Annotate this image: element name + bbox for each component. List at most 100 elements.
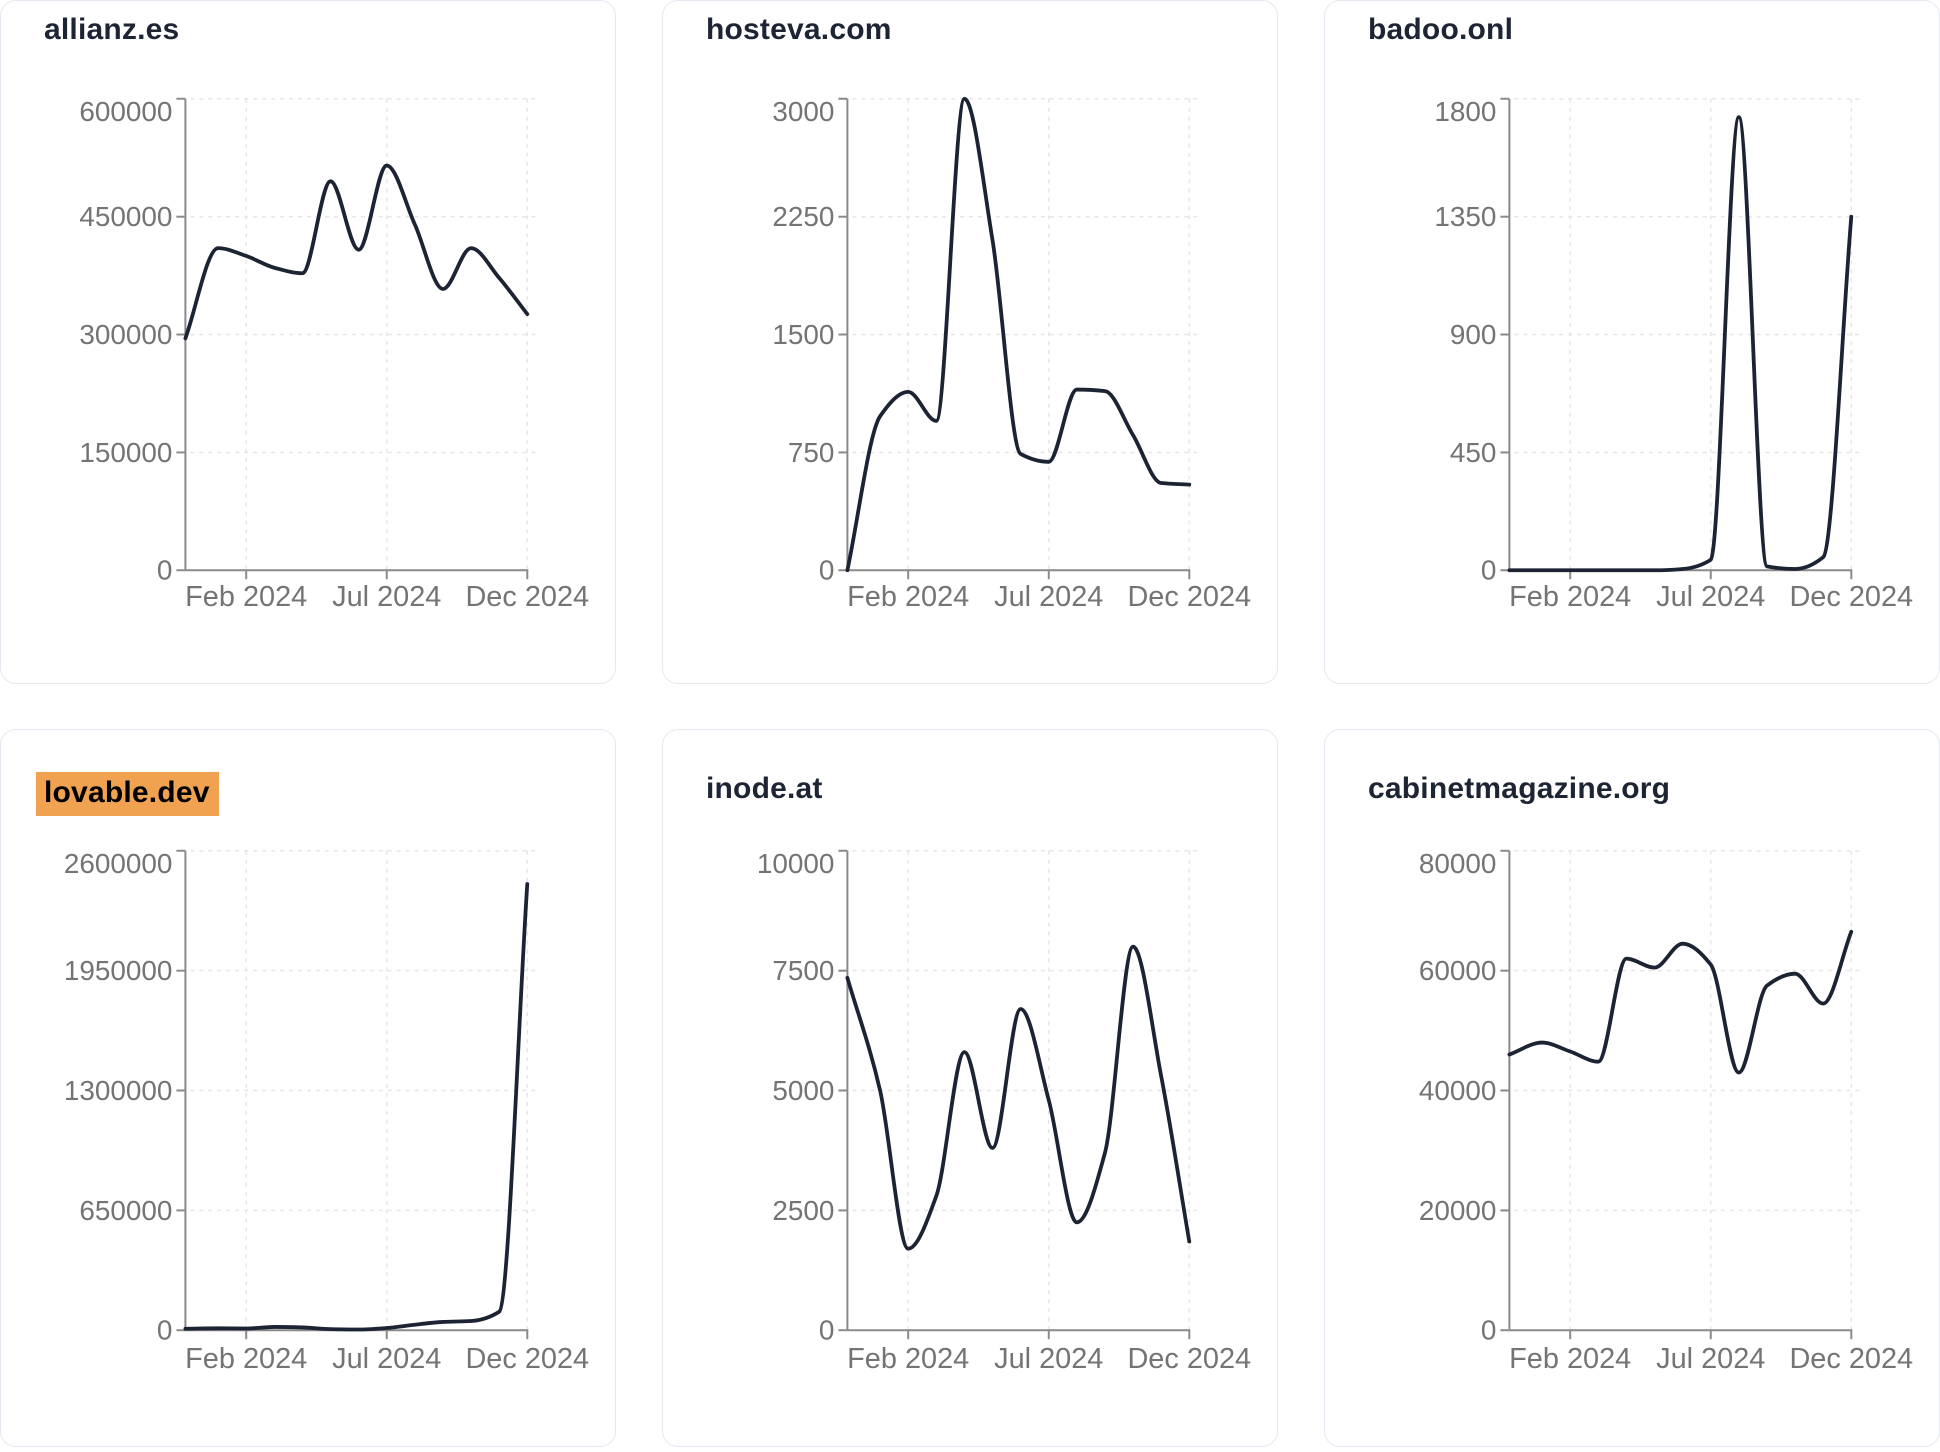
y-tick-label: 20000 bbox=[1419, 1195, 1497, 1226]
y-tick-label: 900 bbox=[1450, 319, 1497, 350]
x-tick-label: Feb 2024 bbox=[1509, 1343, 1631, 1375]
line-chart-lovable-dev: 0 650000 1300000 1950000 2600000 Feb 2024 Jul … bbox=[64, 848, 589, 1375]
trend-line bbox=[183, 163, 530, 341]
trend-line bbox=[1507, 115, 1854, 573]
x-tick-label: Dec 2024 bbox=[1127, 581, 1251, 613]
axes bbox=[1500, 97, 1853, 580]
x-axis-labels: Feb 2024 Jul 2024 Dec 2024 bbox=[1509, 581, 1913, 613]
chart-title-text: hosteva.com bbox=[706, 13, 892, 46]
y-tick-label: 0 bbox=[819, 1315, 835, 1346]
chart-title: inode.at bbox=[706, 772, 823, 806]
x-tick-label: Jul 2024 bbox=[332, 1343, 441, 1375]
y-tick-label: 40000 bbox=[1419, 1075, 1497, 1106]
y-tick-label: 450 bbox=[1450, 437, 1497, 468]
x-tick-label: Feb 2024 bbox=[1509, 581, 1631, 613]
axes bbox=[838, 97, 1191, 580]
y-tick-label: 2600000 bbox=[64, 848, 173, 879]
chart-card-inode-at: inode.at 0 2500 5000 7500 10000 Feb 2024 Jul 2… bbox=[662, 729, 1278, 1447]
chart-title-text: inode.at bbox=[706, 772, 823, 805]
x-tick-label: Dec 2024 bbox=[1789, 581, 1913, 613]
gridlines bbox=[190, 98, 537, 571]
y-tick-label: 0 bbox=[1481, 555, 1497, 586]
trend-line bbox=[845, 944, 1192, 1251]
line-chart-inode-at: 0 2500 5000 7500 10000 Feb 2024 Jul 2024 Dec 20… bbox=[757, 848, 1251, 1375]
x-axis-labels: Feb 2024 Jul 2024 Dec 2024 bbox=[185, 1343, 589, 1375]
y-axis-labels: 0 20000 40000 60000 80000 bbox=[1419, 848, 1497, 1345]
y-axis-labels: 0 750 1500 2250 3000 bbox=[772, 96, 834, 586]
chart-title-text: badoo.onl bbox=[1368, 13, 1514, 46]
y-tick-label: 7500 bbox=[772, 955, 834, 986]
chart-title: cabinetmagazine.org bbox=[1368, 772, 1670, 806]
y-tick-label: 10000 bbox=[757, 848, 835, 879]
trend-line bbox=[183, 882, 530, 1332]
x-axis-labels: Feb 2024 Jul 2024 Dec 2024 bbox=[847, 1343, 1251, 1375]
y-tick-label: 750 bbox=[788, 437, 835, 468]
line-chart-hosteva-com: 0 750 1500 2250 3000 Feb 2024 Jul 2024 Dec 2024 bbox=[772, 96, 1251, 613]
x-tick-label: Dec 2024 bbox=[1127, 1343, 1251, 1375]
y-tick-label: 1300000 bbox=[64, 1075, 173, 1106]
axes bbox=[176, 849, 529, 1340]
y-tick-label: 60000 bbox=[1419, 955, 1497, 986]
chart-title: badoo.onl bbox=[1368, 13, 1513, 47]
y-tick-label: 0 bbox=[157, 1315, 173, 1346]
y-axis-labels: 0 450 900 1350 1800 bbox=[1434, 96, 1496, 586]
y-tick-label: 300000 bbox=[79, 319, 172, 350]
y-tick-label: 0 bbox=[819, 555, 835, 586]
chart-card-allianz-es: allianz.es 0 150000 300000 450000 600000 Feb … bbox=[0, 0, 616, 684]
y-tick-label: 5000 bbox=[772, 1075, 834, 1106]
y-tick-label: 1350 bbox=[1434, 201, 1496, 232]
y-axis-labels: 0 2500 5000 7500 10000 bbox=[757, 848, 835, 1345]
y-axis-labels: 0 650000 1300000 1950000 2600000 bbox=[64, 848, 173, 1345]
y-tick-label: 650000 bbox=[79, 1195, 172, 1226]
trend-line bbox=[845, 96, 1192, 573]
x-tick-label: Dec 2024 bbox=[465, 581, 589, 613]
chart-card-badoo-onl: badoo.onl 0 450 900 1350 1800 Feb 2024 Jul 202… bbox=[1324, 0, 1940, 684]
chart-card-cabinetmagazine-org: cabinetmagazine.org 0 20000 40000 60000 8000… bbox=[1324, 729, 1940, 1447]
axes bbox=[176, 97, 529, 580]
gridlines bbox=[1514, 850, 1861, 1331]
x-tick-label: Jul 2024 bbox=[1656, 1343, 1765, 1375]
y-tick-label: 2250 bbox=[772, 201, 834, 232]
chart-title: allianz.es bbox=[44, 13, 179, 47]
y-tick-label: 2500 bbox=[772, 1195, 834, 1226]
axes bbox=[838, 849, 1191, 1340]
x-tick-label: Jul 2024 bbox=[1656, 581, 1765, 613]
chart-title-text: cabinetmagazine.org bbox=[1368, 772, 1671, 805]
y-tick-label: 0 bbox=[1481, 1315, 1497, 1346]
chart-title-text: allianz.es bbox=[44, 13, 180, 46]
x-axis-labels: Feb 2024 Jul 2024 Dec 2024 bbox=[847, 581, 1251, 613]
chart-card-lovable-dev: lovable.dev 0 650000 1300000 1950000 2600000… bbox=[0, 729, 616, 1447]
x-tick-label: Dec 2024 bbox=[465, 1343, 589, 1375]
y-tick-label: 150000 bbox=[79, 437, 172, 468]
gridlines bbox=[852, 850, 1199, 1331]
y-tick-label: 450000 bbox=[79, 201, 172, 232]
x-axis-labels: Feb 2024 Jul 2024 Dec 2024 bbox=[185, 581, 589, 613]
x-tick-label: Feb 2024 bbox=[847, 581, 969, 613]
y-tick-label: 80000 bbox=[1419, 848, 1497, 879]
axes bbox=[1500, 849, 1853, 1340]
y-axis-labels: 0 150000 300000 450000 600000 bbox=[79, 96, 172, 586]
y-tick-label: 1800 bbox=[1434, 96, 1496, 127]
chart-card-hosteva-com: hosteva.com 0 750 1500 2250 3000 Feb 2024 Jul … bbox=[662, 0, 1278, 684]
gridlines bbox=[852, 98, 1199, 571]
y-tick-label: 3000 bbox=[772, 96, 834, 127]
x-tick-label: Jul 2024 bbox=[332, 581, 441, 613]
y-tick-label: 1500 bbox=[772, 319, 834, 350]
x-tick-label: Jul 2024 bbox=[994, 581, 1103, 613]
y-tick-label: 1950000 bbox=[64, 955, 173, 986]
trend-line bbox=[1507, 929, 1854, 1075]
x-axis-labels: Feb 2024 Jul 2024 Dec 2024 bbox=[1509, 1343, 1913, 1375]
chart-title-text: lovable.dev bbox=[36, 772, 219, 816]
y-tick-label: 600000 bbox=[79, 96, 172, 127]
x-tick-label: Feb 2024 bbox=[847, 1343, 969, 1375]
gridlines bbox=[190, 850, 537, 1331]
line-chart-badoo-onl: 0 450 900 1350 1800 Feb 2024 Jul 2024 Dec 2024 bbox=[1434, 96, 1913, 613]
x-tick-label: Dec 2024 bbox=[1789, 1343, 1913, 1375]
chart-title: lovable.dev bbox=[36, 772, 219, 816]
x-tick-label: Jul 2024 bbox=[994, 1343, 1103, 1375]
line-chart-cabinetmagazine-org: 0 20000 40000 60000 80000 Feb 2024 Jul 2024 Dec… bbox=[1419, 848, 1913, 1375]
gridlines bbox=[1514, 98, 1861, 571]
y-tick-label: 0 bbox=[157, 555, 173, 586]
chart-title: hosteva.com bbox=[706, 13, 892, 47]
